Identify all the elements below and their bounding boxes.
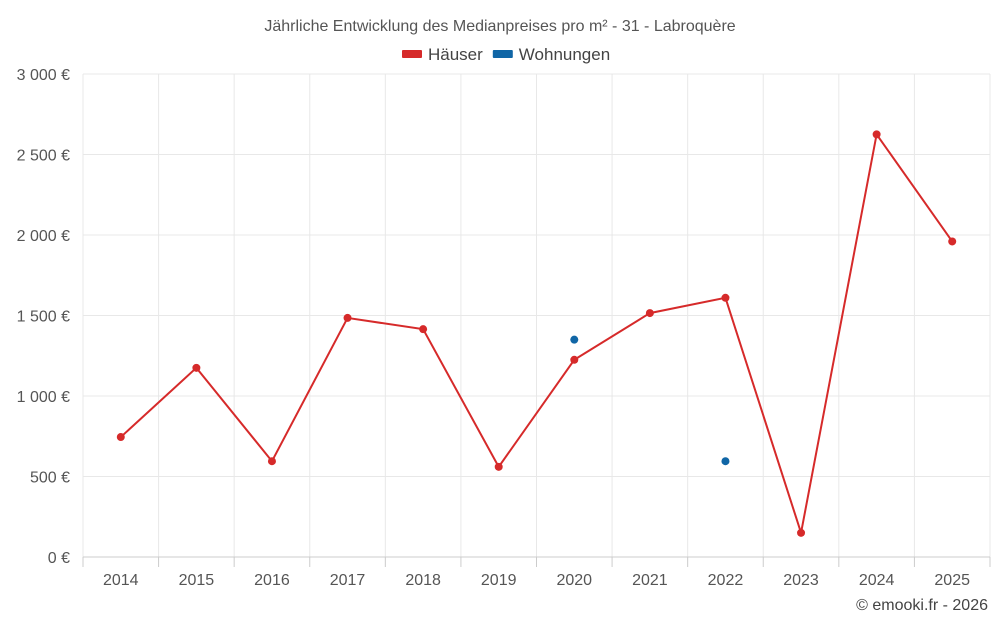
series-wohnungen	[570, 335, 730, 466]
y-tick-label: 500 €	[30, 470, 70, 487]
data-point[interactable]	[570, 355, 579, 364]
data-point[interactable]	[192, 363, 201, 372]
x-tick-label: 2014	[103, 572, 139, 589]
data-point[interactable]	[116, 433, 125, 442]
x-tick-label: 2015	[179, 572, 215, 589]
chart-title: Jährliche Entwicklung des Medianpreises …	[264, 18, 735, 35]
data-point[interactable]	[494, 462, 503, 471]
y-tick-label: 2 500 €	[17, 148, 70, 165]
series-line	[120, 131, 954, 534]
data-point[interactable]	[419, 325, 428, 334]
y-axis: 0 € 500 € 1 000 € 1 500 € 2 000 € 2 500 € 3 00…	[17, 67, 70, 567]
series-layer	[116, 130, 957, 537]
legend: Häuser Wohnungen	[402, 45, 610, 64]
data-point[interactable]	[721, 293, 730, 302]
legend-swatch	[402, 50, 422, 58]
x-tick-label: 2024	[859, 572, 895, 589]
legend-label: Wohnungen	[519, 45, 610, 64]
x-tick-label: 2018	[405, 572, 441, 589]
legend-item[interactable]: Wohnungen	[492, 45, 610, 64]
data-point[interactable]	[267, 457, 276, 466]
x-tick-label: 2021	[632, 572, 668, 589]
data-point[interactable]	[948, 237, 957, 246]
x-tick-label: 2019	[481, 572, 517, 589]
data-point[interactable]	[570, 335, 579, 344]
credit-text: © emooki.fr - 2026	[856, 597, 988, 614]
data-point[interactable]	[343, 313, 352, 322]
legend-item[interactable]: Häuser	[402, 45, 483, 64]
y-tick-label: 3 000 €	[17, 67, 70, 84]
x-tick-label: 2017	[330, 572, 366, 589]
x-tick-label: 2020	[556, 572, 592, 589]
x-tick-label: 2016	[254, 572, 290, 589]
x-tick-label: 2025	[934, 572, 970, 589]
x-tick-label: 2022	[708, 572, 744, 589]
series-häuser	[116, 130, 957, 537]
x-axis: 2014 2015 2016 2017 2018 2019 2020 2021 2022 2023…	[82, 556, 991, 589]
y-tick-label: 1 000 €	[17, 389, 70, 406]
y-tick-label: 1 500 €	[17, 309, 70, 326]
data-point[interactable]	[721, 457, 730, 466]
data-point[interactable]	[797, 528, 806, 537]
y-tick-label: 0 €	[48, 550, 70, 567]
y-tick-label: 2 000 €	[17, 228, 70, 245]
grid	[82, 73, 991, 557]
x-tick-label: 2023	[783, 572, 819, 589]
legend-label: Häuser	[428, 45, 483, 64]
data-point[interactable]	[645, 309, 654, 318]
data-point[interactable]	[872, 130, 881, 139]
legend-swatch	[492, 50, 513, 58]
